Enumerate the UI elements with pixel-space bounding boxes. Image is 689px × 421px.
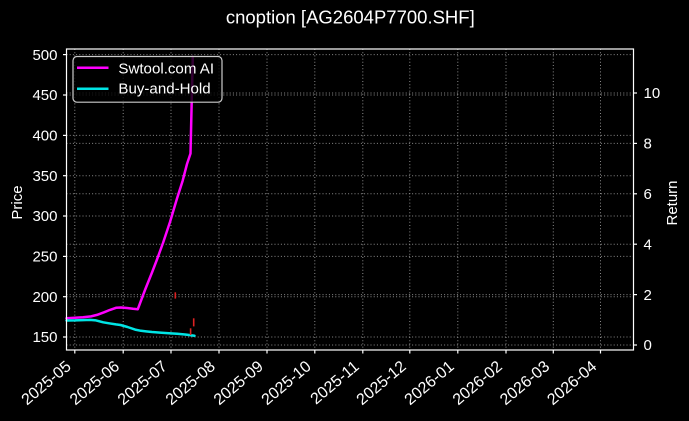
svg-text:2: 2 — [644, 287, 652, 304]
svg-text:150: 150 — [32, 329, 57, 346]
svg-text:Return: Return — [664, 180, 681, 225]
svg-text:0: 0 — [644, 337, 652, 354]
svg-text:500: 500 — [32, 47, 57, 64]
svg-text:Buy-and-Hold: Buy-and-Hold — [118, 81, 210, 98]
svg-text:300: 300 — [32, 208, 57, 225]
svg-text:8: 8 — [644, 136, 652, 153]
svg-text:cnoption [AG2604P7700.SHF]: cnoption [AG2604P7700.SHF] — [226, 7, 475, 28]
svg-text:450: 450 — [32, 87, 57, 104]
svg-text:Swtool.com AI: Swtool.com AI — [118, 60, 214, 77]
svg-text:Price: Price — [9, 185, 26, 219]
svg-text:200: 200 — [32, 289, 57, 306]
svg-text:4: 4 — [644, 236, 652, 253]
svg-text:350: 350 — [32, 168, 57, 185]
svg-text:250: 250 — [32, 249, 57, 266]
svg-text:10: 10 — [644, 85, 661, 102]
svg-text:6: 6 — [644, 186, 652, 203]
svg-text:400: 400 — [32, 128, 57, 145]
